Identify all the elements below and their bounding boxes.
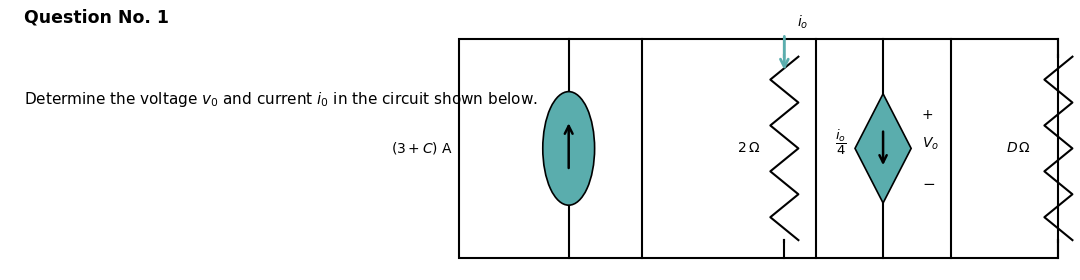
Text: −: −: [922, 177, 934, 192]
Text: $i_o$: $i_o$: [797, 13, 809, 31]
Ellipse shape: [543, 92, 595, 205]
Text: $\dfrac{i_o}{4}$: $\dfrac{i_o}{4}$: [835, 128, 847, 157]
Text: $D\,\Omega$: $D\,\Omega$: [1007, 141, 1031, 155]
Text: +: +: [922, 108, 933, 122]
Text: $2\,\Omega$: $2\,\Omega$: [738, 141, 760, 155]
Text: $V_o$: $V_o$: [922, 136, 939, 152]
Text: $(3 + C)$ A: $(3 + C)$ A: [391, 140, 454, 157]
Polygon shape: [855, 94, 912, 203]
Text: Question No. 1: Question No. 1: [24, 8, 168, 26]
Text: Determine the voltage $v_0$ and current $i_0$ in the circuit shown below.: Determine the voltage $v_0$ and current …: [24, 90, 538, 109]
Bar: [459, 39, 1058, 258]
